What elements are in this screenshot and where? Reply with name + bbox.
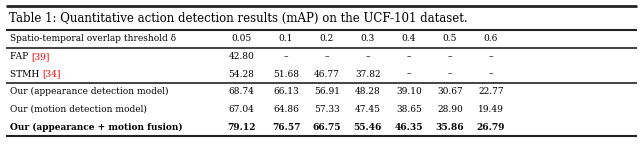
Text: Our (appearance + motion fusion): Our (appearance + motion fusion) bbox=[10, 122, 183, 132]
Text: FAP: FAP bbox=[10, 52, 31, 61]
Text: 64.86: 64.86 bbox=[273, 105, 299, 114]
Text: 37.82: 37.82 bbox=[355, 70, 381, 79]
Text: 0.6: 0.6 bbox=[484, 34, 498, 43]
Text: 51.68: 51.68 bbox=[273, 70, 299, 79]
Text: 42.80: 42.80 bbox=[228, 52, 255, 61]
Text: 0.4: 0.4 bbox=[402, 34, 416, 43]
Text: 0.5: 0.5 bbox=[443, 34, 457, 43]
Text: –: – bbox=[488, 70, 493, 79]
Text: 47.45: 47.45 bbox=[355, 105, 381, 114]
Text: 68.74: 68.74 bbox=[228, 87, 255, 96]
Text: 57.33: 57.33 bbox=[314, 105, 340, 114]
Text: 76.57: 76.57 bbox=[272, 123, 300, 132]
Text: 67.04: 67.04 bbox=[228, 105, 255, 114]
Text: [39]: [39] bbox=[31, 52, 50, 61]
Text: –: – bbox=[488, 52, 493, 61]
Text: 35.86: 35.86 bbox=[436, 123, 464, 132]
Text: –: – bbox=[365, 52, 370, 61]
Text: STMH: STMH bbox=[10, 70, 42, 79]
Text: –: – bbox=[324, 52, 329, 61]
Text: 55.46: 55.46 bbox=[354, 123, 382, 132]
Text: 56.91: 56.91 bbox=[314, 87, 340, 96]
Text: 39.10: 39.10 bbox=[396, 87, 422, 96]
Text: 0.3: 0.3 bbox=[361, 34, 375, 43]
Text: [34]: [34] bbox=[42, 70, 61, 79]
Text: 28.90: 28.90 bbox=[437, 105, 463, 114]
Text: 46.77: 46.77 bbox=[314, 70, 340, 79]
Text: 26.79: 26.79 bbox=[477, 123, 505, 132]
Text: Table 1: Quantitative action detection results (mAP) on the UCF-101 dataset.: Table 1: Quantitative action detection r… bbox=[9, 12, 468, 25]
Text: 54.28: 54.28 bbox=[228, 70, 255, 79]
Text: 46.35: 46.35 bbox=[395, 123, 423, 132]
Text: 0.1: 0.1 bbox=[279, 34, 293, 43]
Text: Spatio-temporal overlap threshold δ: Spatio-temporal overlap threshold δ bbox=[10, 34, 177, 43]
Text: –: – bbox=[447, 52, 452, 61]
Text: 0.05: 0.05 bbox=[232, 34, 252, 43]
Text: –: – bbox=[406, 70, 411, 79]
Text: 22.77: 22.77 bbox=[478, 87, 504, 96]
Text: 66.75: 66.75 bbox=[313, 123, 341, 132]
Text: 30.67: 30.67 bbox=[437, 87, 463, 96]
Text: 79.12: 79.12 bbox=[227, 123, 256, 132]
Text: –: – bbox=[284, 52, 288, 61]
Text: –: – bbox=[406, 52, 411, 61]
Text: 66.13: 66.13 bbox=[273, 87, 299, 96]
Text: –: – bbox=[447, 70, 452, 79]
Text: 38.65: 38.65 bbox=[396, 105, 422, 114]
Text: Our (appearance detection model): Our (appearance detection model) bbox=[10, 87, 169, 96]
Text: 0.2: 0.2 bbox=[320, 34, 334, 43]
Text: Our (motion detection model): Our (motion detection model) bbox=[10, 105, 147, 114]
Text: 48.28: 48.28 bbox=[355, 87, 381, 96]
Text: 19.49: 19.49 bbox=[478, 105, 504, 114]
